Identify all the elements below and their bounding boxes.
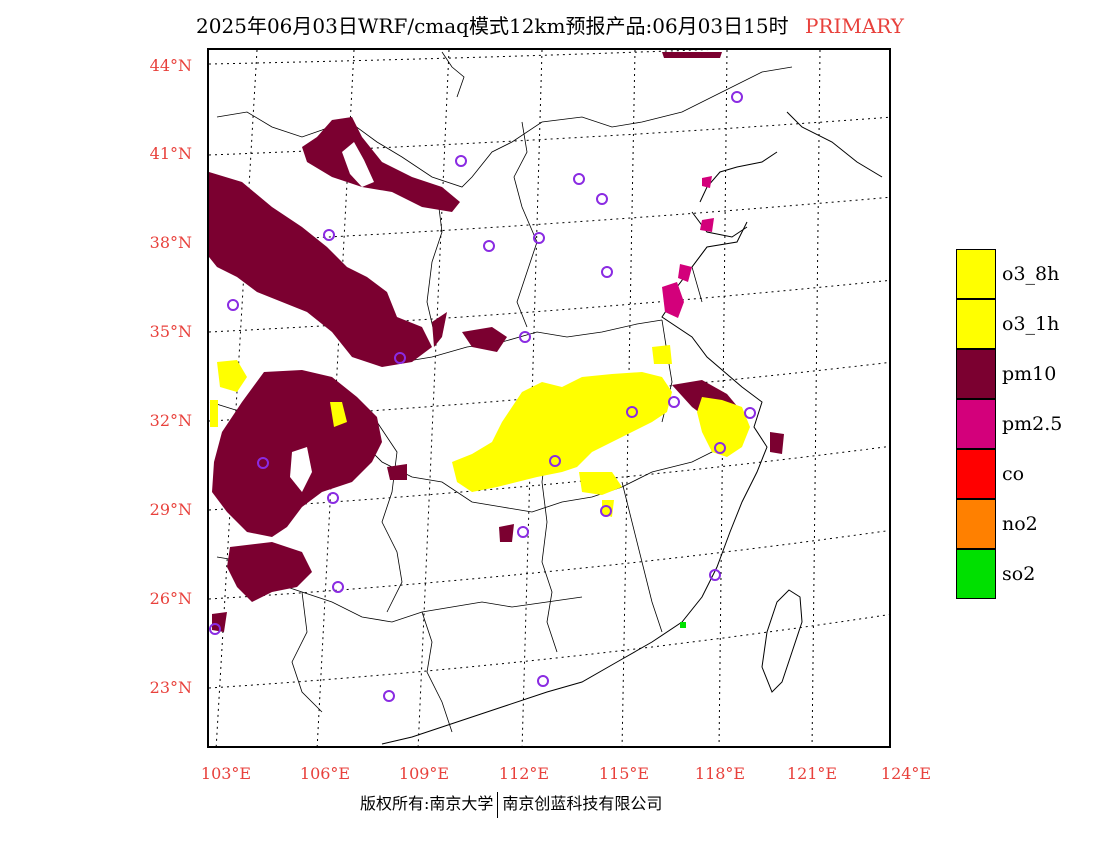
legend-label-co: co	[1002, 463, 1025, 485]
lat-label-29: 29°N	[149, 500, 192, 519]
legend-swatch-pm10	[956, 349, 996, 399]
copyright-left: 版权所有:南京大学	[360, 794, 494, 813]
title-main: 2025年06月03日WRF/cmaq模式12km预报产品:06月03日15时	[196, 14, 789, 38]
legend-label-so2: so2	[1002, 563, 1036, 585]
lat-label-26: 26°N	[149, 589, 192, 608]
legend-label-pm10: pm10	[1002, 363, 1057, 385]
o3-regions	[210, 345, 750, 517]
copyright-right: 南京创蓝科技有限公司	[502, 794, 663, 813]
legend-label-o3-8h: o3_8h	[1002, 263, 1060, 285]
legend-item-pm25: pm2.5	[956, 399, 1086, 449]
lat-label-38: 38°N	[149, 233, 192, 252]
lat-label-41: 41°N	[149, 144, 192, 163]
legend-swatch-so2	[956, 549, 996, 599]
legend-label-no2: no2	[1002, 513, 1038, 535]
legend-item-so2: so2	[956, 549, 1086, 599]
city-markers	[209, 91, 756, 702]
map-area	[207, 48, 891, 748]
legend-item-o3-8h: o3_8h	[956, 249, 1086, 299]
lat-label-23: 23°N	[149, 678, 192, 697]
lon-label-124: 124°E	[880, 764, 932, 783]
legend-swatch-o3-1h	[956, 299, 996, 349]
legend: o3_8h o3_1h pm10 pm2.5 co no2 so2	[956, 249, 1086, 599]
map-title: 2025年06月03日WRF/cmaq模式12km预报产品:06月03日15时 …	[0, 10, 1100, 39]
lon-label-118: 118°E	[694, 764, 746, 783]
lon-label-112: 112°E	[498, 764, 550, 783]
copyright-footer: 版权所有:南京大学 南京创蓝科技有限公司	[360, 790, 662, 818]
lon-label-106: 106°E	[299, 764, 351, 783]
title-tag: PRIMARY	[804, 14, 904, 38]
lat-label-35: 35°N	[149, 322, 192, 341]
legend-item-pm10: pm10	[956, 349, 1086, 399]
legend-label-o3-1h: o3_1h	[1002, 313, 1060, 335]
lon-label-121: 121°E	[786, 764, 838, 783]
graticule-longitude	[215, 50, 821, 746]
legend-swatch-co	[956, 449, 996, 499]
legend-swatch-no2	[956, 499, 996, 549]
pollution-map	[209, 50, 889, 746]
legend-label-pm25: pm2.5	[1002, 413, 1063, 435]
lat-label-32: 32°N	[149, 411, 192, 430]
footer-divider	[497, 791, 499, 818]
lon-label-115: 115°E	[598, 764, 650, 783]
legend-item-no2: no2	[956, 499, 1086, 549]
legend-item-o3-1h: o3_1h	[956, 299, 1086, 349]
legend-swatch-pm25	[956, 399, 996, 449]
legend-swatch-o3-8h	[956, 249, 996, 299]
so2-spot	[680, 622, 686, 628]
pm10-regions	[209, 52, 784, 632]
lon-label-103: 103°E	[200, 764, 252, 783]
lon-label-109: 109°E	[398, 764, 450, 783]
legend-item-co: co	[956, 449, 1086, 499]
lat-label-44: 44°N	[149, 56, 192, 75]
